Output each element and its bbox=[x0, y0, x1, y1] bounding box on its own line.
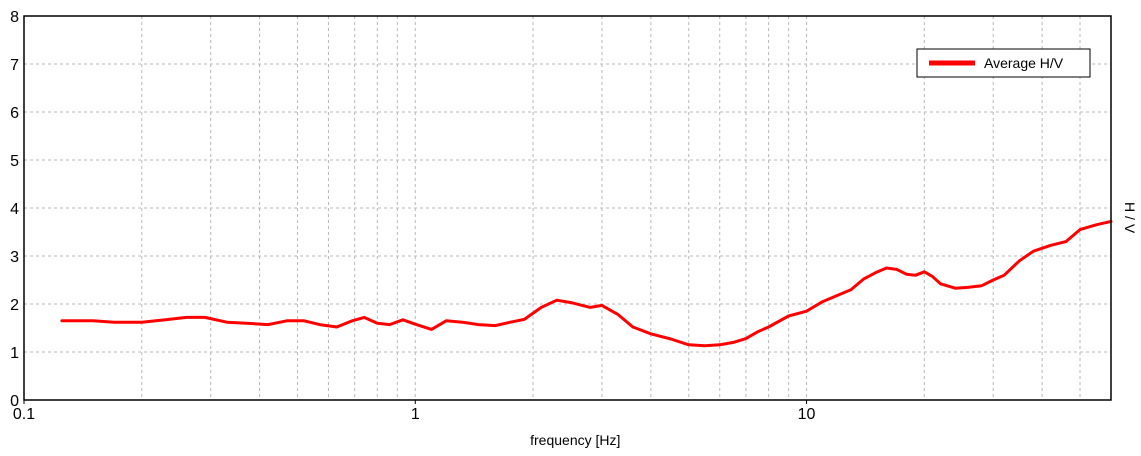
x-tick-label: 1 bbox=[411, 406, 420, 423]
x-tick-label: 0.1 bbox=[13, 406, 35, 423]
x-tick-labels: 0.1 1 10 bbox=[13, 400, 816, 423]
legend-label: Average H/V bbox=[984, 55, 1064, 71]
y-tick-label: 5 bbox=[10, 153, 19, 170]
grid bbox=[24, 16, 1111, 400]
y-tick-label: 8 bbox=[10, 9, 19, 26]
y-tick-labels: 0 1 2 3 4 5 6 7 8 bbox=[10, 9, 19, 410]
y-axis-title: H / V bbox=[1122, 202, 1138, 234]
series-line-average-hv bbox=[60, 219, 1113, 348]
y-tick-label: 4 bbox=[10, 201, 19, 218]
y-tick-label: 2 bbox=[10, 297, 19, 314]
y-tick-label: 1 bbox=[10, 345, 19, 362]
legend: Average H/V bbox=[916, 48, 1091, 78]
plot-frame bbox=[23, 15, 1112, 401]
series-layer bbox=[60, 219, 1113, 348]
x-axis-title: frequency [Hz] bbox=[530, 432, 620, 448]
y-tick-label: 7 bbox=[10, 57, 19, 74]
x-tick-label: 10 bbox=[798, 406, 816, 423]
y-tick-label: 3 bbox=[10, 249, 19, 266]
y-tick-label: 6 bbox=[10, 105, 19, 122]
y-tick-label: 0 bbox=[10, 393, 19, 410]
